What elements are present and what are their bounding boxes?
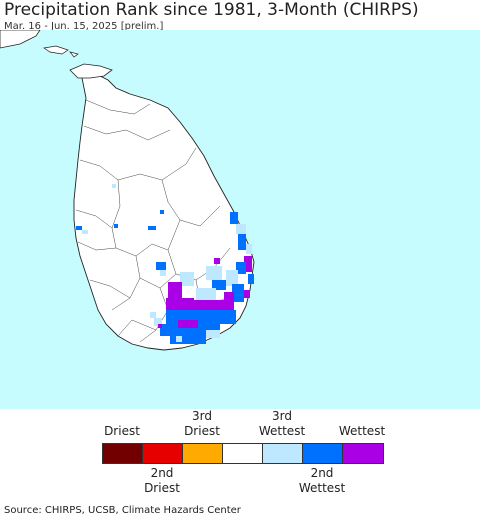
legend-label-third-wettest: 3rd Wettest (258, 409, 306, 438)
legend-swatch-second-wettest (303, 444, 343, 463)
legend-label-second-driest: 2nd Driest (144, 466, 180, 495)
legend-label-wettest: Wettest (338, 424, 386, 438)
legend-label-second-wettest: 2nd Wettest (298, 466, 346, 495)
source-credit: Source: CHIRPS, UCSB, Climate Hazards Ce… (4, 505, 241, 516)
wetness-pixels (76, 184, 254, 344)
jaffna-peninsula (69, 63, 113, 79)
legend-swatch-second-driest (143, 444, 183, 463)
legend-label-driest: Driest (104, 424, 140, 438)
legend-swatch-third-wettest (263, 444, 303, 463)
india-landmass (0, 30, 41, 49)
map-panel[interactable] (0, 30, 480, 409)
legend-label-third-driest: 3rd Driest (184, 409, 220, 438)
legend-swatch-wettest (343, 444, 383, 463)
legend-swatch-normal (223, 444, 263, 463)
legend-swatch-driest (103, 444, 143, 463)
sri-lanka-map (0, 30, 255, 351)
legend-color-bar (102, 443, 384, 464)
date-range-subtitle: Mar. 16 - Jun. 15, 2025 [prelim.] (4, 21, 164, 32)
adams-bridge-islands (43, 45, 79, 58)
legend-swatch-third-driest (183, 444, 223, 463)
page-title: Precipitation Rank since 1981, 3-Month (… (4, 0, 419, 20)
